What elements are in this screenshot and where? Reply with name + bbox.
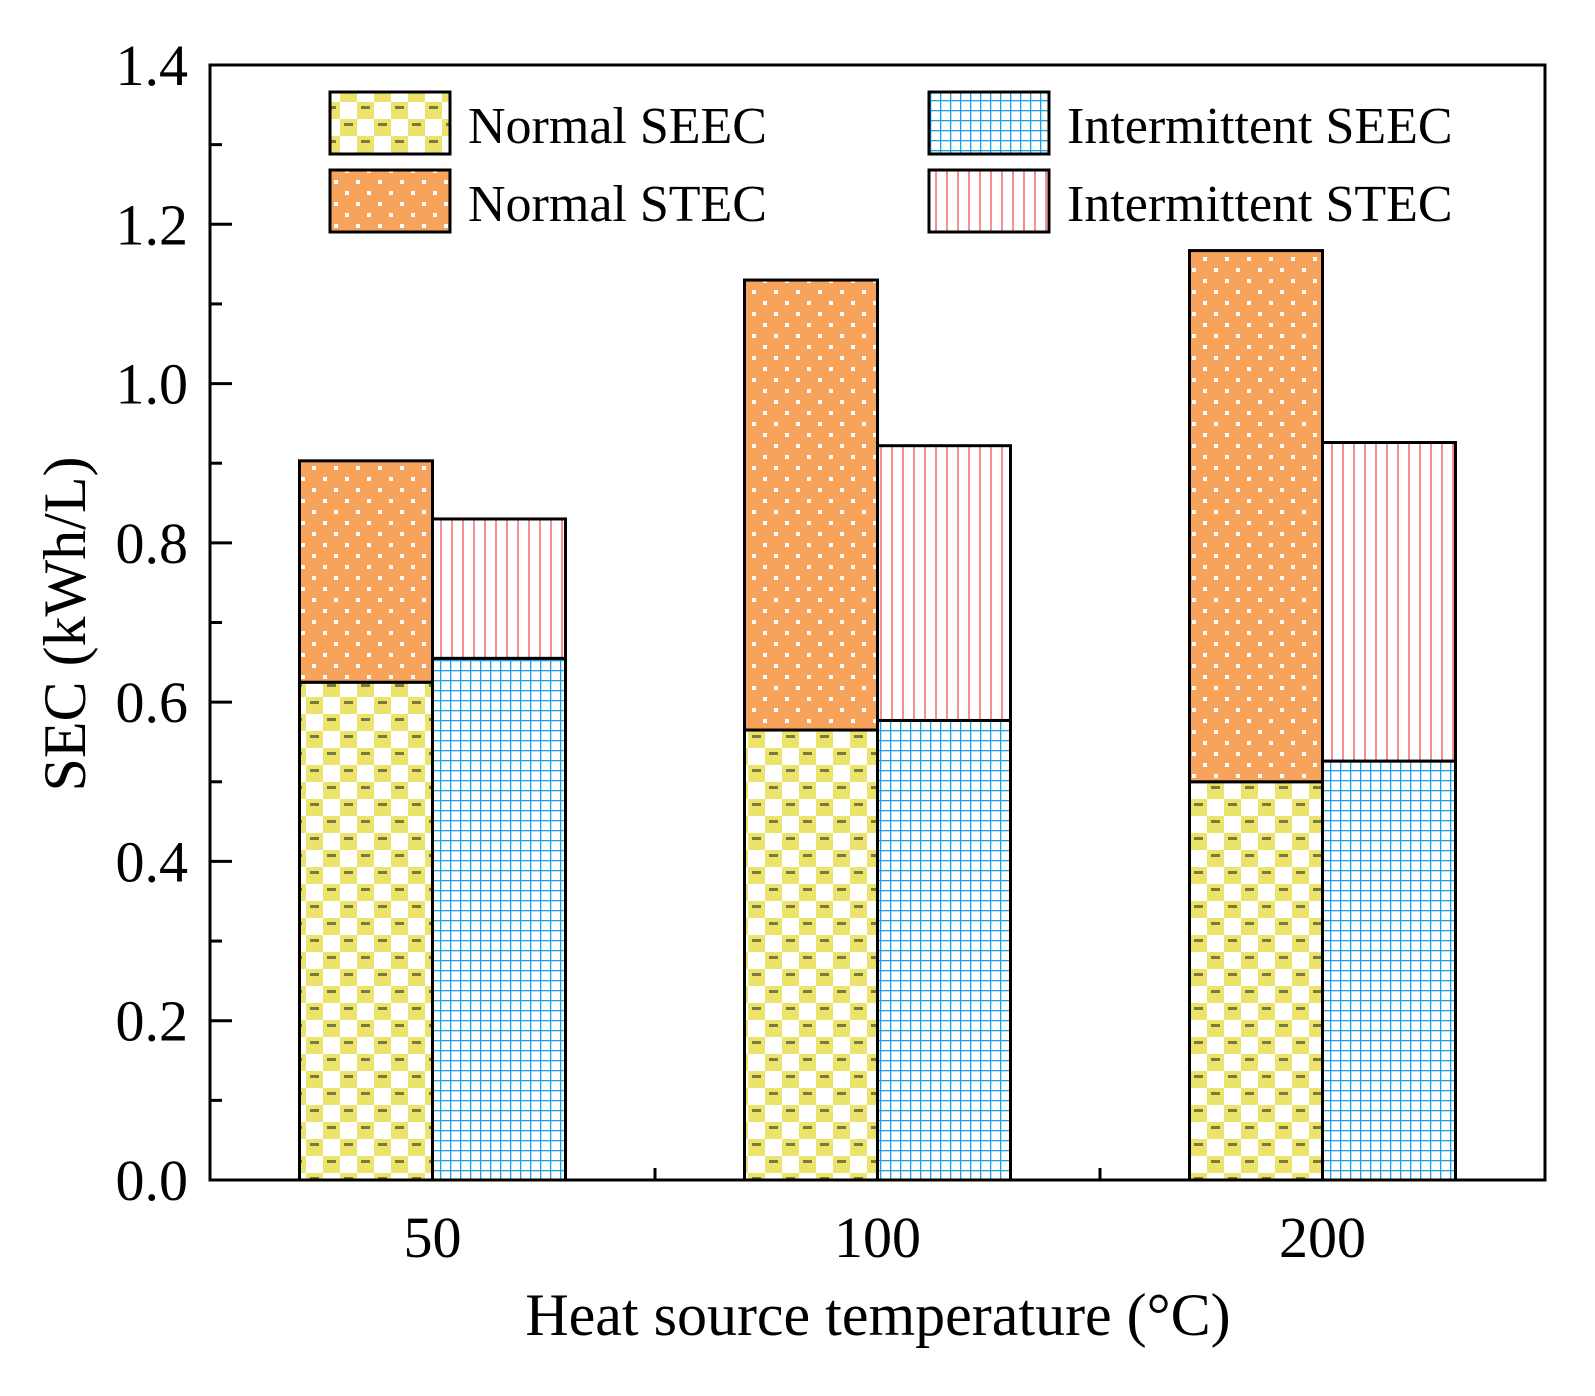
- y-tick-label: 0.2: [116, 989, 189, 1054]
- x-tick-label: 100: [834, 1205, 921, 1270]
- y-axis-title: SEC (kWh/L): [32, 457, 98, 792]
- bar-normal-seec-100: [743, 728, 879, 1182]
- legend-label-intermittent-seec: Intermittent SEEC: [1067, 98, 1453, 155]
- bar-intermittent-seec-200: [1321, 759, 1457, 1182]
- bar-intermittent-stec-50: [431, 517, 567, 660]
- bar-normal-stec-200: [1188, 249, 1324, 784]
- y-tick-label: 1.0: [116, 352, 189, 417]
- legend: Normal SEEC Normal STEC Intermittent SEE…: [328, 90, 1453, 234]
- y-tick-label: 0.6: [116, 670, 189, 735]
- y-tick-label: 0.4: [116, 829, 189, 894]
- x-tick-label: 200: [1279, 1205, 1366, 1270]
- legend-label-intermittent-stec: Intermittent STEC: [1067, 176, 1453, 233]
- legend-label-normal-stec: Normal STEC: [468, 176, 767, 233]
- bar-intermittent-stec-100: [876, 444, 1012, 722]
- y-tick-label: 1.4: [116, 33, 189, 98]
- bar-normal-stec-50: [298, 459, 434, 684]
- legend-swatch-intermittent-seec: [927, 90, 1051, 156]
- bar-normal-seec-50: [298, 680, 434, 1182]
- bar-intermittent-seec-50: [431, 656, 567, 1182]
- legend-label-normal-seec: Normal SEEC: [468, 98, 767, 155]
- y-tick-label: 0.0: [116, 1148, 189, 1213]
- bar-normal-seec-200: [1188, 780, 1324, 1182]
- bars-layer: [298, 249, 1457, 1182]
- x-axis-title: Heat source temperature (°C): [525, 1282, 1230, 1348]
- x-axis-ticks: 50 100 200: [404, 1168, 1366, 1270]
- bar-intermittent-stec-200: [1321, 441, 1457, 763]
- legend-swatch-normal-seec: [328, 90, 452, 156]
- bar-normal-stec-100: [743, 278, 879, 732]
- x-tick-label: 50: [404, 1205, 462, 1270]
- bar-intermittent-seec-100: [876, 718, 1012, 1182]
- legend-swatch-intermittent-stec: [927, 168, 1051, 234]
- legend-swatch-normal-stec: [328, 168, 452, 234]
- y-tick-label: 1.2: [116, 192, 189, 257]
- y-tick-label: 0.8: [116, 511, 189, 576]
- y-axis-ticks: 0.0 0.2 0.4 0.6 0.8 1.0 1.2 1.4: [116, 33, 232, 1213]
